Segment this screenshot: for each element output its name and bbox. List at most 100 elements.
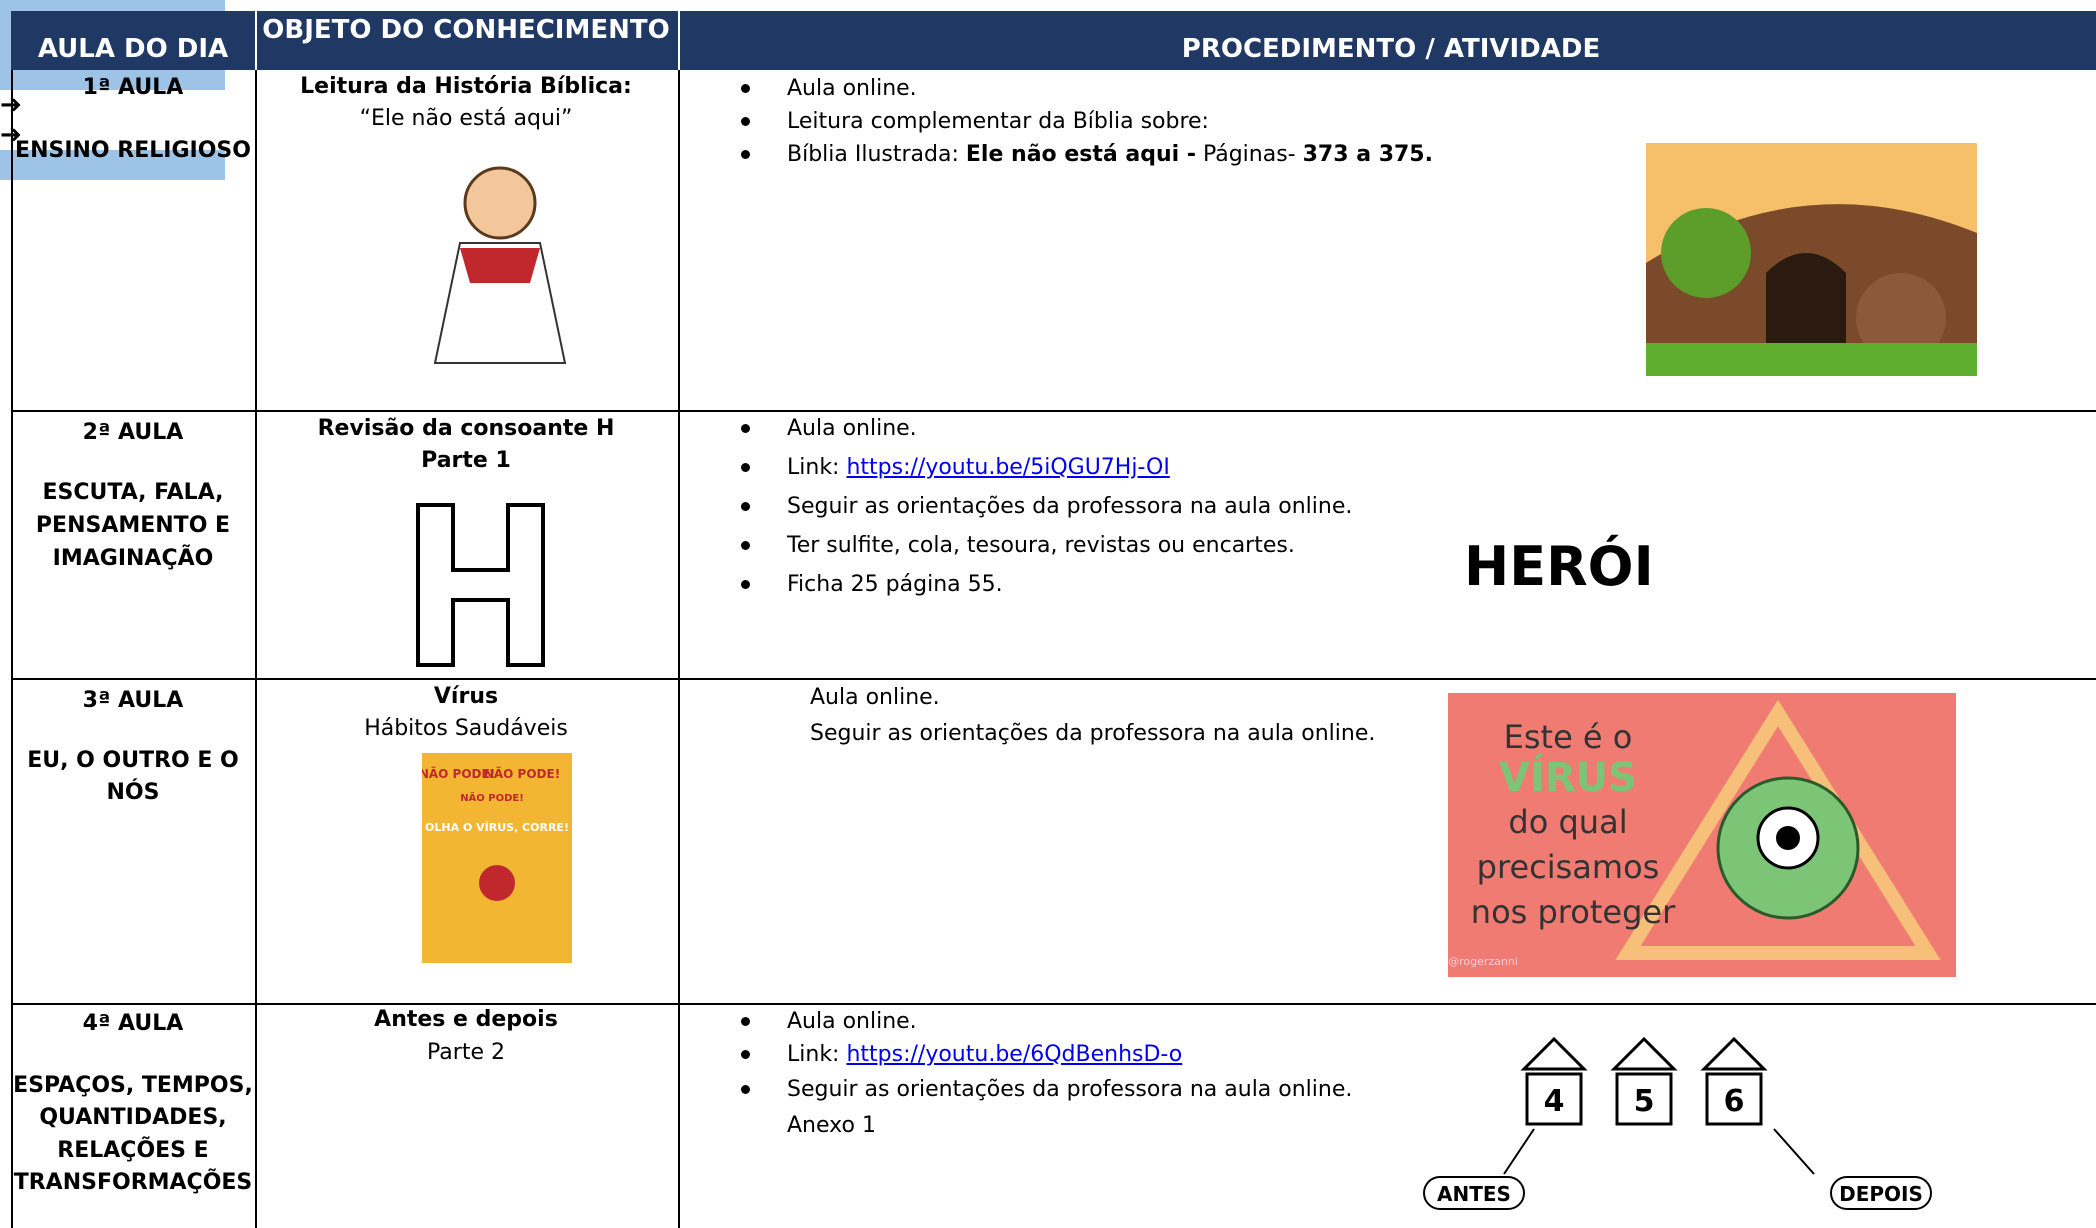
rect (1615, 1072, 1673, 1126)
path (1520, 1036, 1588, 1071)
text: DEPOIS (1839, 1182, 1923, 1206)
circle (1856, 273, 1946, 363)
letter-h-illustration (416, 503, 545, 667)
text: 6 (1724, 1084, 1745, 1119)
lesson-title: 2ª AULA (82, 420, 184, 445)
subject-line: NÓS (106, 780, 160, 805)
link[interactable]: https://youtu.be/6QdBenhsD-o (846, 1042, 1183, 1067)
circle (479, 865, 515, 901)
hero-word: HERÓI (1464, 535, 1654, 598)
bullet-dot (741, 84, 750, 93)
topic-line: Leitura da História Bíblica: (300, 74, 632, 99)
text-run: Páginas- (1195, 142, 1303, 167)
rect (1423, 1176, 1525, 1210)
header-divider (678, 11, 680, 70)
activity-item: Aula online. (787, 1011, 917, 1033)
activity-item: Ter sulfite, cola, tesoura, revistas ou … (787, 535, 1295, 557)
rect (1830, 1176, 1932, 1210)
header-cell: AULA DO DIA (37, 34, 229, 64)
bullet-dot (741, 1017, 750, 1026)
bullet-dot (741, 580, 750, 589)
text: 5 (1634, 1084, 1655, 1119)
subject-line: ESCUTA, FALA, (42, 480, 224, 505)
rect (1705, 1072, 1763, 1126)
text: do qual (1508, 803, 1627, 841)
subject-line: ESPAÇOS, TEMPOS, (13, 1073, 253, 1098)
text-run: Ter sulfite, cola, tesoura, revistas ou … (787, 533, 1295, 558)
text: OLHA O VÍRUS, CORRE! (425, 821, 569, 834)
text: NÃO PODE! (422, 766, 495, 781)
lesson-title: 3ª AULA (82, 688, 184, 713)
activity-item: Ficha 25 página 55. (787, 574, 1003, 596)
number-houses: 4 5 6 ANTES DEPOIS (1423, 1036, 1932, 1210)
path (1700, 1036, 1768, 1071)
header-cell: PROCEDIMENTO / ATIVIDADE (1181, 34, 1601, 64)
row-line (11, 678, 2096, 680)
activity-item: Leitura complementar da Bíblia sobre: (787, 111, 1209, 133)
bullet-arrow: ➔ (0, 90, 2096, 120)
lesson-title: 1ª AULA (82, 75, 184, 100)
path (416, 503, 545, 667)
link[interactable]: https://youtu.be/5iQGU7Hj-OI (846, 455, 1170, 480)
bullet-dot (741, 463, 750, 472)
text-run: 373 a 375. (1302, 142, 1433, 167)
topic-line: Hábitos Saudáveis (364, 716, 568, 741)
bullet-dot (741, 150, 750, 159)
text: 4 (1544, 1084, 1565, 1119)
tomb-illustration (1646, 143, 1977, 376)
header-divider (255, 11, 257, 70)
circle (1661, 208, 1751, 298)
text: ANTES (1437, 1182, 1511, 1206)
lesson-title: 4ª AULA (82, 1011, 184, 1036)
text: precisamos (1477, 848, 1660, 886)
activity-item: Seguir as orientações da professora na a… (787, 1079, 1352, 1101)
text-run: Ficha 25 página 55. (787, 572, 1003, 597)
activity-item: Link: https://youtu.be/6QdBenhsD-o (787, 1044, 1182, 1066)
lesson-label (0, 150, 225, 180)
column-line (255, 11, 257, 1228)
subject-line: TRANSFORMAÇÕES (13, 1170, 253, 1195)
activity-item: Link: https://youtu.be/5iQGU7Hj-OI (787, 457, 1170, 479)
text-run: Seguir as orientações da professora na a… (787, 1077, 1353, 1102)
text: VÍRUS (1499, 753, 1637, 801)
bullet-dot (741, 1085, 750, 1094)
topic-line: Revisão da consoante H (317, 416, 615, 441)
bullet-dot (741, 1050, 750, 1059)
topic-line: Vírus (433, 684, 499, 709)
topic-line: Parte 2 (427, 1040, 505, 1065)
circle (1776, 826, 1800, 850)
bullet-dot (741, 541, 750, 550)
rect (1646, 343, 1977, 376)
line (1773, 1128, 1815, 1175)
bullet-arrow: ➔ (0, 120, 2096, 150)
text: nos proteger (1471, 893, 1676, 931)
topic-line: “Ele não está aqui” (359, 106, 573, 131)
text-run: Aula online. (787, 76, 917, 101)
subject-line: QUANTIDADES, (39, 1105, 227, 1130)
jesus-illustration (433, 166, 567, 364)
activity-item: Bíblia Ilustrada: Ele não está aqui - Pá… (787, 144, 1433, 166)
text-run: Aula online. (787, 1009, 917, 1034)
topic-line: Parte 1 (421, 448, 511, 473)
path (460, 248, 540, 283)
text: Este é o (1504, 718, 1633, 756)
text-run: Bíblia Ilustrada: (787, 142, 966, 167)
text-run: Ele não está aqui - (965, 142, 1196, 167)
subject-line: PENSAMENTO E (35, 513, 231, 538)
rect (1525, 1072, 1583, 1126)
text-run: Seguir as orientações da professora na a… (810, 721, 1376, 746)
subject-line: RELAÇÕES E (57, 1138, 209, 1163)
row-line (11, 1003, 2096, 1005)
activity-note: Anexo 1 (787, 1113, 876, 1138)
subject-line: ENSINO RELIGIOSO (15, 138, 251, 163)
text-run: Aula online. (787, 416, 917, 441)
book-cover: NÃO PODE!NÃO PODE!NÃO PODE!OLHA O VÍRUS,… (422, 753, 572, 963)
activity-item: Aula online. (810, 687, 940, 709)
column-line (678, 11, 680, 1228)
rect (422, 753, 572, 963)
text-run: Seguir as orientações da professora na a… (787, 494, 1353, 519)
column-line (11, 70, 13, 1228)
